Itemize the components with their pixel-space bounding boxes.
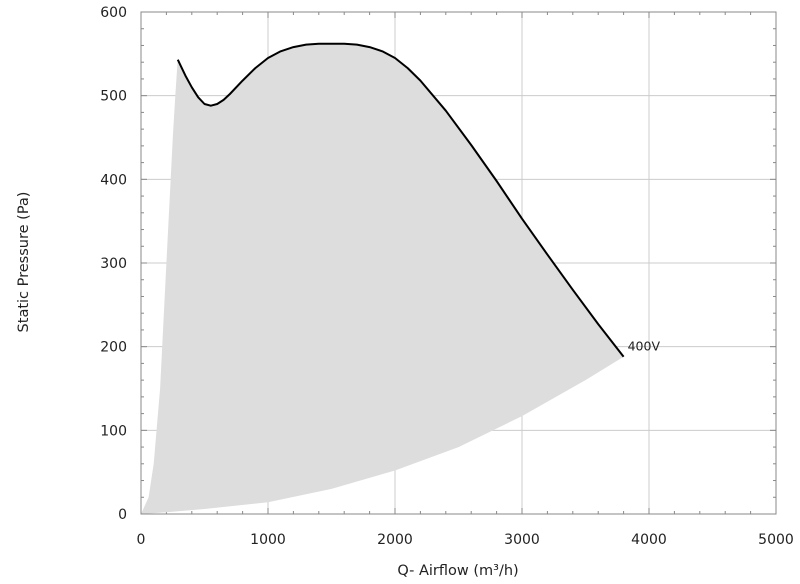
- y-axis-title: Static Pressure (Pa): [16, 192, 32, 333]
- curve-layer: 400V: [176, 42, 661, 358]
- fan-curve-400v: [176, 42, 625, 358]
- plot-frame: [140, 11, 777, 515]
- y-axis: 0 100 200 300 400 500 600: [100, 5, 127, 523]
- x-tick-label: 4000: [631, 532, 667, 548]
- x-tick-label: 2000: [377, 532, 413, 548]
- x-tick-label: 5000: [758, 532, 794, 548]
- x-tick-label: 3000: [504, 532, 540, 548]
- y-tick-label: 0: [118, 507, 127, 523]
- operating-area-layer: [141, 43, 624, 515]
- y-tick-label: 500: [100, 89, 127, 105]
- y-tick-label: 400: [100, 172, 127, 188]
- y-tick-label: 100: [100, 423, 127, 439]
- y-tick-label: 300: [100, 256, 127, 272]
- plot-border: [140, 11, 777, 515]
- operating-area: [141, 43, 624, 515]
- y-tick-label: 600: [100, 5, 127, 21]
- y-tick-label: 200: [100, 340, 127, 356]
- x-tick-label: 1000: [250, 532, 286, 548]
- x-axis: 0 1000 2000 3000 4000 5000: [137, 532, 794, 548]
- x-axis-title: Q- Airflow (m³/h): [397, 563, 518, 579]
- series-label: 400V: [628, 339, 661, 354]
- x-tick-label: 0: [137, 532, 146, 548]
